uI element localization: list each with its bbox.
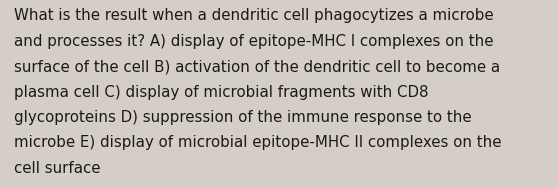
Text: cell surface: cell surface	[14, 161, 100, 176]
Text: microbe E) display of microbial epitope-MHC II complexes on the: microbe E) display of microbial epitope-…	[14, 135, 502, 150]
Text: glycoproteins D) suppression of the immune response to the: glycoproteins D) suppression of the immu…	[14, 110, 472, 125]
Text: What is the result when a dendritic cell phagocytizes a microbe: What is the result when a dendritic cell…	[14, 8, 494, 24]
Text: and processes it? A) display of epitope-MHC I complexes on the: and processes it? A) display of epitope-…	[14, 34, 493, 49]
Text: surface of the cell B) activation of the dendritic cell to become a: surface of the cell B) activation of the…	[14, 59, 500, 74]
Text: plasma cell C) display of microbial fragments with CD8: plasma cell C) display of microbial frag…	[14, 85, 429, 100]
